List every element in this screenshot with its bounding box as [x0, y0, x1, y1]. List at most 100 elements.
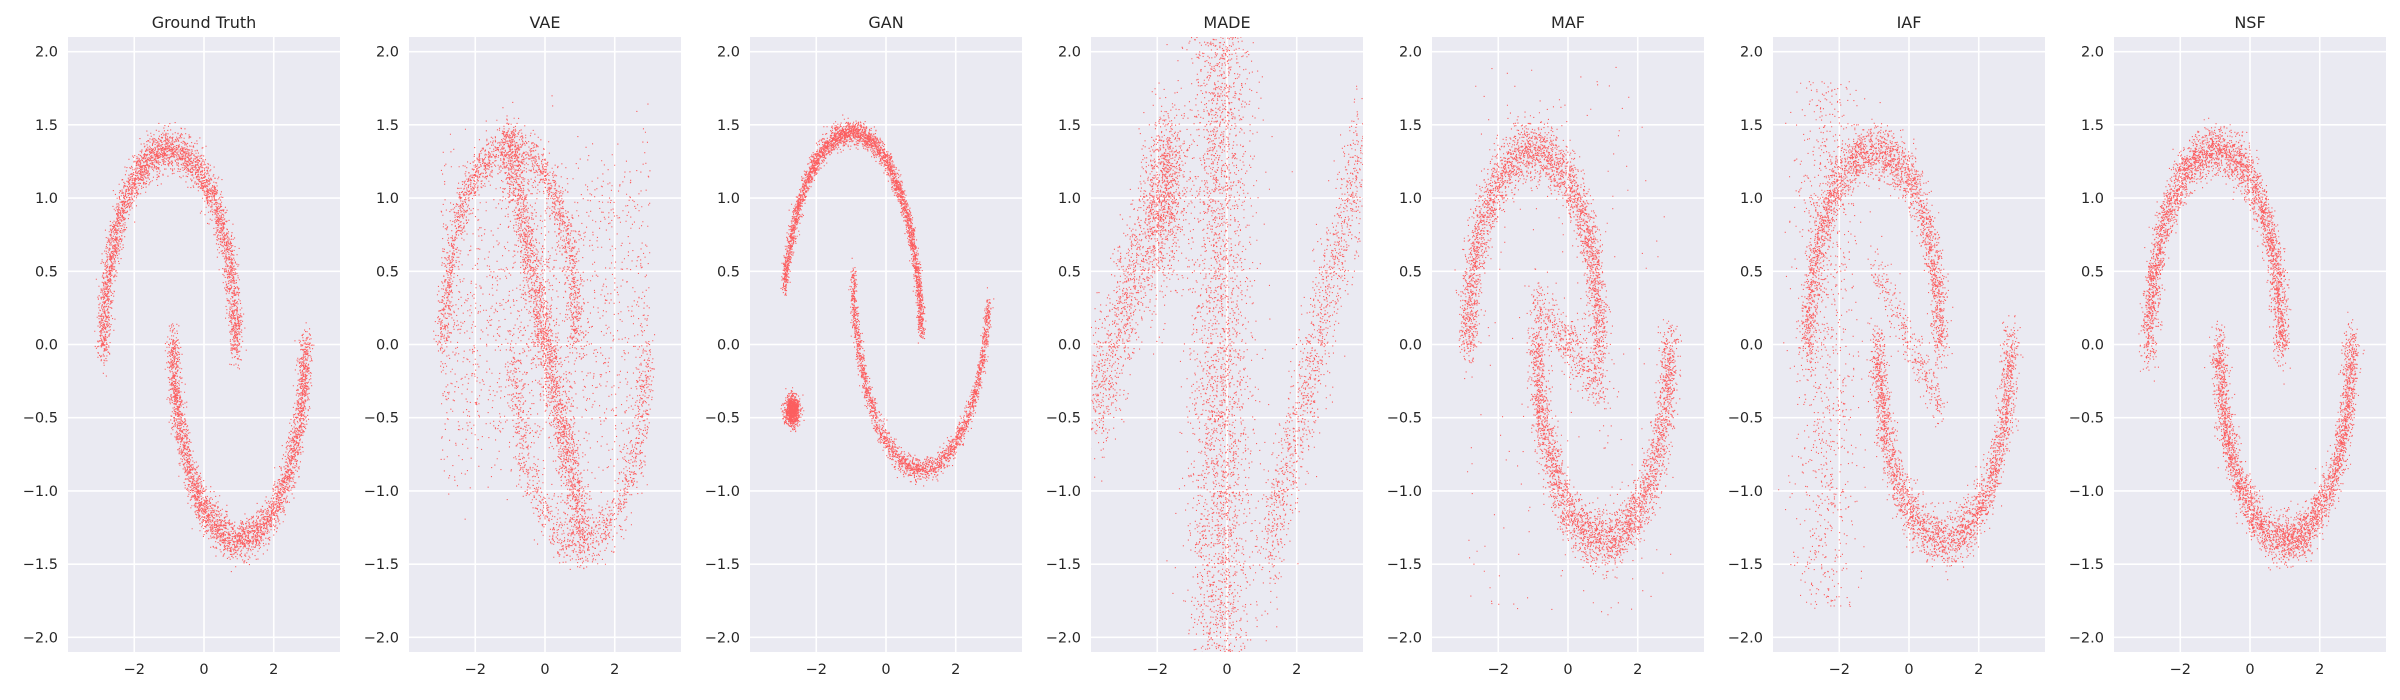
x-tick-label: 0 [1222, 662, 1231, 678]
y-tick-label: 1.0 [1399, 191, 1422, 207]
y-tick-label: 1.5 [1058, 118, 1081, 134]
panel-vae: −2.0 −1.5 −1.0 −0.5 0.0 0.5 1.0 1.5 2.0 −2 0 2 VAE [364, 13, 681, 678]
scatter-points [433, 95, 656, 571]
x-tick-label: 2 [610, 662, 619, 678]
y-tick-label: 2.0 [1740, 45, 1763, 61]
y-tick-label: −1.0 [1387, 484, 1422, 500]
y-tick-label: 1.0 [717, 191, 740, 207]
y-tick-label: 1.5 [2081, 118, 2104, 134]
x-tick-label: 0 [881, 662, 890, 678]
y-tick-label: −0.5 [705, 411, 740, 427]
y-tick-label: 0.5 [1740, 264, 1763, 280]
y-tick-label: 0.5 [376, 264, 399, 280]
y-tick-label: −1.5 [1387, 557, 1422, 573]
y-tick-label: 0.0 [376, 338, 399, 354]
y-tick-label: 1.5 [35, 118, 58, 134]
y-tick-label: −1.5 [1728, 557, 1763, 573]
y-tick-label: 2.0 [717, 45, 740, 61]
x-tick-label: −2 [124, 662, 145, 678]
y-tick-label: −1.0 [1046, 484, 1081, 500]
y-tick-label: −1.0 [364, 484, 399, 500]
x-tick-label: −2 [1488, 662, 1509, 678]
y-tick-label: 2.0 [35, 45, 58, 61]
y-tick-label: 1.0 [1740, 191, 1763, 207]
y-tick-label: −0.5 [2069, 411, 2104, 427]
y-tick-label: 2.0 [376, 45, 399, 61]
y-tick-label: 0.0 [1399, 338, 1422, 354]
y-tick-label: −0.5 [23, 411, 58, 427]
y-tick-label: 1.5 [1740, 118, 1763, 134]
panel-title: MADE [1203, 13, 1250, 32]
x-tick-label: 2 [1633, 662, 1642, 678]
y-tick-label: −2.0 [1387, 630, 1422, 646]
y-tick-label: −1.5 [2069, 557, 2104, 573]
y-tick-label: −2.0 [705, 630, 740, 646]
y-tick-label: 0.5 [2081, 264, 2104, 280]
panel-truth: −2.0 −1.5 −1.0 −0.5 0.0 0.5 1.0 1.5 2.0 −2 0 2 Groun… [23, 13, 340, 678]
y-tick-label: −1.5 [705, 557, 740, 573]
x-tick-label: 2 [269, 662, 278, 678]
panel-nsf: −2.0 −1.5 −1.0 −0.5 0.0 0.5 1.0 1.5 2.0 −2 0 2 NSF [2069, 13, 2386, 678]
x-tick-label: 2 [1292, 662, 1301, 678]
y-tick-label: 1.5 [1399, 118, 1422, 134]
scatter-points [1778, 81, 2024, 609]
x-tick-label: −2 [1147, 662, 1168, 678]
y-tick-label: −1.5 [1046, 557, 1081, 573]
y-tick-label: 0.5 [717, 264, 740, 280]
y-tick-label: 2.0 [1399, 45, 1422, 61]
y-tick-label: 0.0 [1058, 338, 1081, 354]
panel-maf: −2.0 −1.5 −1.0 −0.5 0.0 0.5 1.0 1.5 2.0 −2 0 2 MAF [1387, 13, 1704, 678]
scatter-points [2138, 117, 2365, 571]
y-tick-label: −0.5 [1387, 411, 1422, 427]
y-tick-label: −1.5 [23, 557, 58, 573]
x-tick-label: −2 [2170, 662, 2191, 678]
y-tick-label: 1.0 [376, 191, 399, 207]
y-tick-label: −0.5 [364, 411, 399, 427]
y-tick-label: −0.5 [1046, 411, 1081, 427]
x-tick-label: 2 [2315, 662, 2324, 678]
y-tick-label: −2.0 [1046, 630, 1081, 646]
panel-iaf: −2.0 −1.5 −1.0 −0.5 0.0 0.5 1.0 1.5 2.0 −2 0 2 IAF [1728, 13, 2045, 678]
y-tick-label: 0.0 [1740, 338, 1763, 354]
y-tick-label: 0.0 [35, 338, 58, 354]
y-tick-label: 0.0 [717, 338, 740, 354]
y-tick-label: 1.5 [717, 118, 740, 134]
y-tick-label: 1.0 [2081, 191, 2104, 207]
y-tick-label: −1.0 [705, 484, 740, 500]
x-tick-label: 0 [199, 662, 208, 678]
y-tick-label: 1.0 [1058, 191, 1081, 207]
x-tick-label: 0 [1904, 662, 1913, 678]
y-tick-label: 1.0 [35, 191, 58, 207]
panel-title: IAF [1897, 13, 1922, 32]
y-tick-label: −1.0 [23, 484, 58, 500]
panel-gan: −2.0 −1.5 −1.0 −0.5 0.0 0.5 1.0 1.5 2.0 −2 0 2 GAN [705, 13, 1022, 678]
x-tick-label: −2 [465, 662, 486, 678]
panel-made: −2.0 −1.5 −1.0 −0.5 0.0 0.5 1.0 1.5 2.0 −2 0 2 MADE [1046, 13, 1363, 678]
y-tick-label: 0.5 [1058, 264, 1081, 280]
x-tick-label: 2 [951, 662, 960, 678]
y-tick-label: −2.0 [2069, 630, 2104, 646]
y-tick-label: 0.0 [2081, 338, 2104, 354]
x-tick-label: 0 [1563, 662, 1572, 678]
y-tick-label: 1.5 [376, 118, 399, 134]
x-tick-label: 0 [2245, 662, 2254, 678]
x-tick-label: −2 [1829, 662, 1850, 678]
x-tick-label: −2 [806, 662, 827, 678]
y-tick-label: −2.0 [1728, 630, 1763, 646]
y-tick-label: −1.5 [364, 557, 399, 573]
y-tick-label: 2.0 [2081, 45, 2104, 61]
panel-title: NSF [2234, 13, 2265, 32]
panel-title: VAE [530, 13, 561, 32]
y-tick-label: 0.5 [35, 264, 58, 280]
x-tick-label: 2 [1974, 662, 1983, 678]
y-tick-label: −0.5 [1728, 411, 1763, 427]
x-tick-label: 0 [540, 662, 549, 678]
y-tick-label: 2.0 [1058, 45, 1081, 61]
y-tick-label: 0.5 [1399, 264, 1422, 280]
panel-title: GAN [868, 13, 903, 32]
y-tick-label: −2.0 [23, 630, 58, 646]
y-tick-label: −1.0 [2069, 484, 2104, 500]
panel-title: Ground Truth [152, 13, 257, 32]
y-tick-label: −1.0 [1728, 484, 1763, 500]
